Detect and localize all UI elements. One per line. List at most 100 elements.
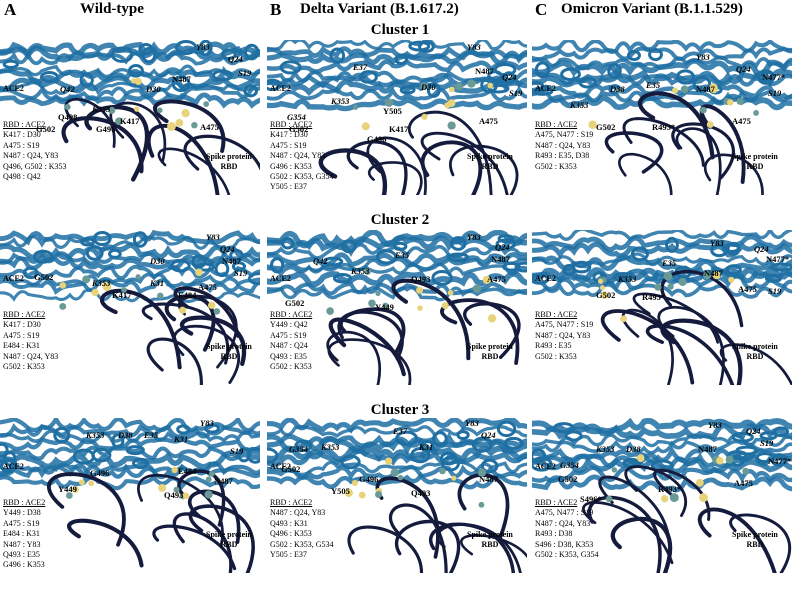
ace2-residue-stick (699, 106, 707, 114)
ace2-helix-coil (502, 261, 521, 272)
ace2-residue-stick (753, 110, 760, 116)
rbd-ribbon (152, 524, 237, 571)
rbd-residue-stick (158, 484, 167, 492)
ace2-helix-coil (446, 252, 470, 263)
ace2-residue-label: D30 (150, 256, 165, 266)
rbd-residue-stick (88, 480, 95, 487)
contact-table-row: K417 : D30 (3, 130, 41, 140)
ace2-ribbon (532, 93, 792, 111)
ace2-helix-coil (480, 76, 499, 94)
rbd-residue-stick (72, 486, 79, 493)
rbd-residue-stick (728, 276, 735, 283)
rbd-residue-stick (487, 314, 497, 323)
rbd-ribbon (367, 161, 423, 195)
rbd-residue-stick (91, 288, 99, 297)
rbd-residue-label: G502 (596, 290, 616, 300)
rbd-residue-label: G502 (285, 298, 305, 308)
contact-table-row: Q493 : E35 (270, 351, 307, 361)
rbd-ribbon (653, 468, 711, 521)
contact-table-row: R493 : E35, D38 (535, 151, 590, 161)
rbd-residue-stick (599, 285, 605, 291)
rbd-residue-label: N487 (222, 256, 241, 266)
rbd-residue-label: N487 (479, 474, 498, 484)
rbd-residue-label: N487 (491, 254, 510, 264)
ace2-residue-stick (736, 97, 744, 105)
ace2-residue-label: S19 (509, 88, 523, 98)
rbd-residue-stick (620, 315, 627, 323)
ace2-residue-stick (477, 468, 487, 477)
ace2-helix-coil (229, 248, 244, 263)
ace2-helix-coil (731, 431, 754, 443)
ace2-helix-coil (532, 448, 547, 464)
contact-table: RBD : ACE2 N487 : Q24, Y83 Q493 : K31 Q496 … (270, 498, 334, 560)
contact-table-row: R493 : D38 (535, 529, 573, 539)
rbd-residue-label: E484 (178, 466, 197, 476)
ace2-ribbon (532, 418, 792, 435)
ace2-residue-stick (384, 98, 394, 107)
cluster-title-2: Cluster 2 (370, 212, 430, 228)
rbd-residue-label: G502 (36, 124, 56, 134)
ace2-helix-coil (80, 237, 95, 247)
ace2-helix-coil (39, 71, 59, 83)
rbd-residue-stick (181, 109, 190, 118)
rbd-ribbon (618, 152, 673, 195)
rbd-residue-label: G502 (289, 124, 309, 134)
rbd-residue-label: N487 (214, 476, 233, 486)
structure-panel-b2: ACE2 Spike protein RBD Y83 Q24 E35 Q42 N487 K353… (267, 230, 527, 385)
column-title-c: Omicron Variant (B.1.1.529) (561, 1, 743, 17)
rbd-residue-label: A475 (732, 116, 751, 126)
ace2-ribbon (532, 474, 792, 493)
structure-panel-c1: ACE2 Spike protein RBD Y83 Q24 N477* E35 D38 N48… (532, 40, 792, 195)
structure-render (267, 40, 527, 195)
ace2-helix-coil (726, 241, 741, 256)
rbd-residue-label: N487 (172, 74, 191, 84)
ace2-helix-coil (497, 234, 515, 244)
ace2-residue-label: Q24 (754, 244, 769, 254)
rbd-residue-label: Y449 (58, 484, 77, 494)
ace2-helix-coil (630, 246, 650, 262)
ace2-residue-stick (611, 467, 618, 473)
rbd-residue-label: R493* (652, 122, 676, 132)
ace2-residue-stick (439, 467, 446, 475)
ace2-helix-coil (85, 245, 104, 261)
rbd-ribbon (660, 318, 743, 385)
ace2-helix-coil (191, 254, 207, 269)
ace2-ribbon (532, 282, 792, 299)
ace2-ribbon (267, 285, 527, 302)
ace2-ribbon (0, 92, 260, 109)
ace2-residue-stick (209, 471, 215, 477)
ace2-helix-coil (110, 46, 134, 63)
contact-table: RBD : ACE2 K417 : D30 A475 : S19 N487 : Q24… (270, 120, 334, 193)
ace2-ribbon (267, 270, 527, 288)
ace2-ribbon (267, 85, 527, 102)
structure-panel-b3: ACE2 Spike protein RBD Y83 E37 Q24 G354 K353 K31… (267, 418, 527, 573)
ace2-ribbon (0, 272, 260, 288)
rbd-ribbon (47, 472, 126, 547)
ace2-ribbon (0, 462, 260, 481)
contact-table-row: G502 : K353 (270, 362, 312, 372)
ace2-residue-stick (205, 476, 212, 483)
contact-table-row: N487 : Q24, Y83 (535, 518, 591, 528)
ace2-ribbon (532, 40, 792, 55)
ace2-helix-coil (170, 259, 191, 273)
ace2-helix-coil (322, 256, 344, 267)
spike-rbd-label: Spike protein RBD (732, 342, 778, 361)
rbd-ribbon (395, 519, 460, 573)
ace2-residue-stick (420, 82, 428, 91)
ace2-ribbon (0, 277, 260, 295)
contact-table-header: RBD : ACE2 (3, 310, 46, 319)
rbd-residue-label: G496 (367, 134, 387, 144)
rbd-ribbon (624, 465, 687, 517)
structure-panel-a3: ACE2 Spike protein RBD Y83 K353 D38 E35 K31 S19 G… (0, 418, 260, 573)
ace2-residue-label: Q24 (481, 430, 496, 440)
ace2-ribbon (267, 40, 527, 51)
rbd-residue-stick (175, 118, 184, 127)
column-title-b: Delta Variant (B.1.617.2) (300, 1, 459, 17)
ace2-ribbon (0, 75, 260, 92)
contact-table-row: G496 : K353 (3, 560, 45, 570)
rbd-ribbon (621, 308, 674, 385)
rbd-ribbon (153, 99, 226, 153)
rbd-ribbon (436, 523, 522, 573)
ace2-residue-stick (173, 486, 180, 493)
ace2-helix-coil (332, 273, 353, 284)
